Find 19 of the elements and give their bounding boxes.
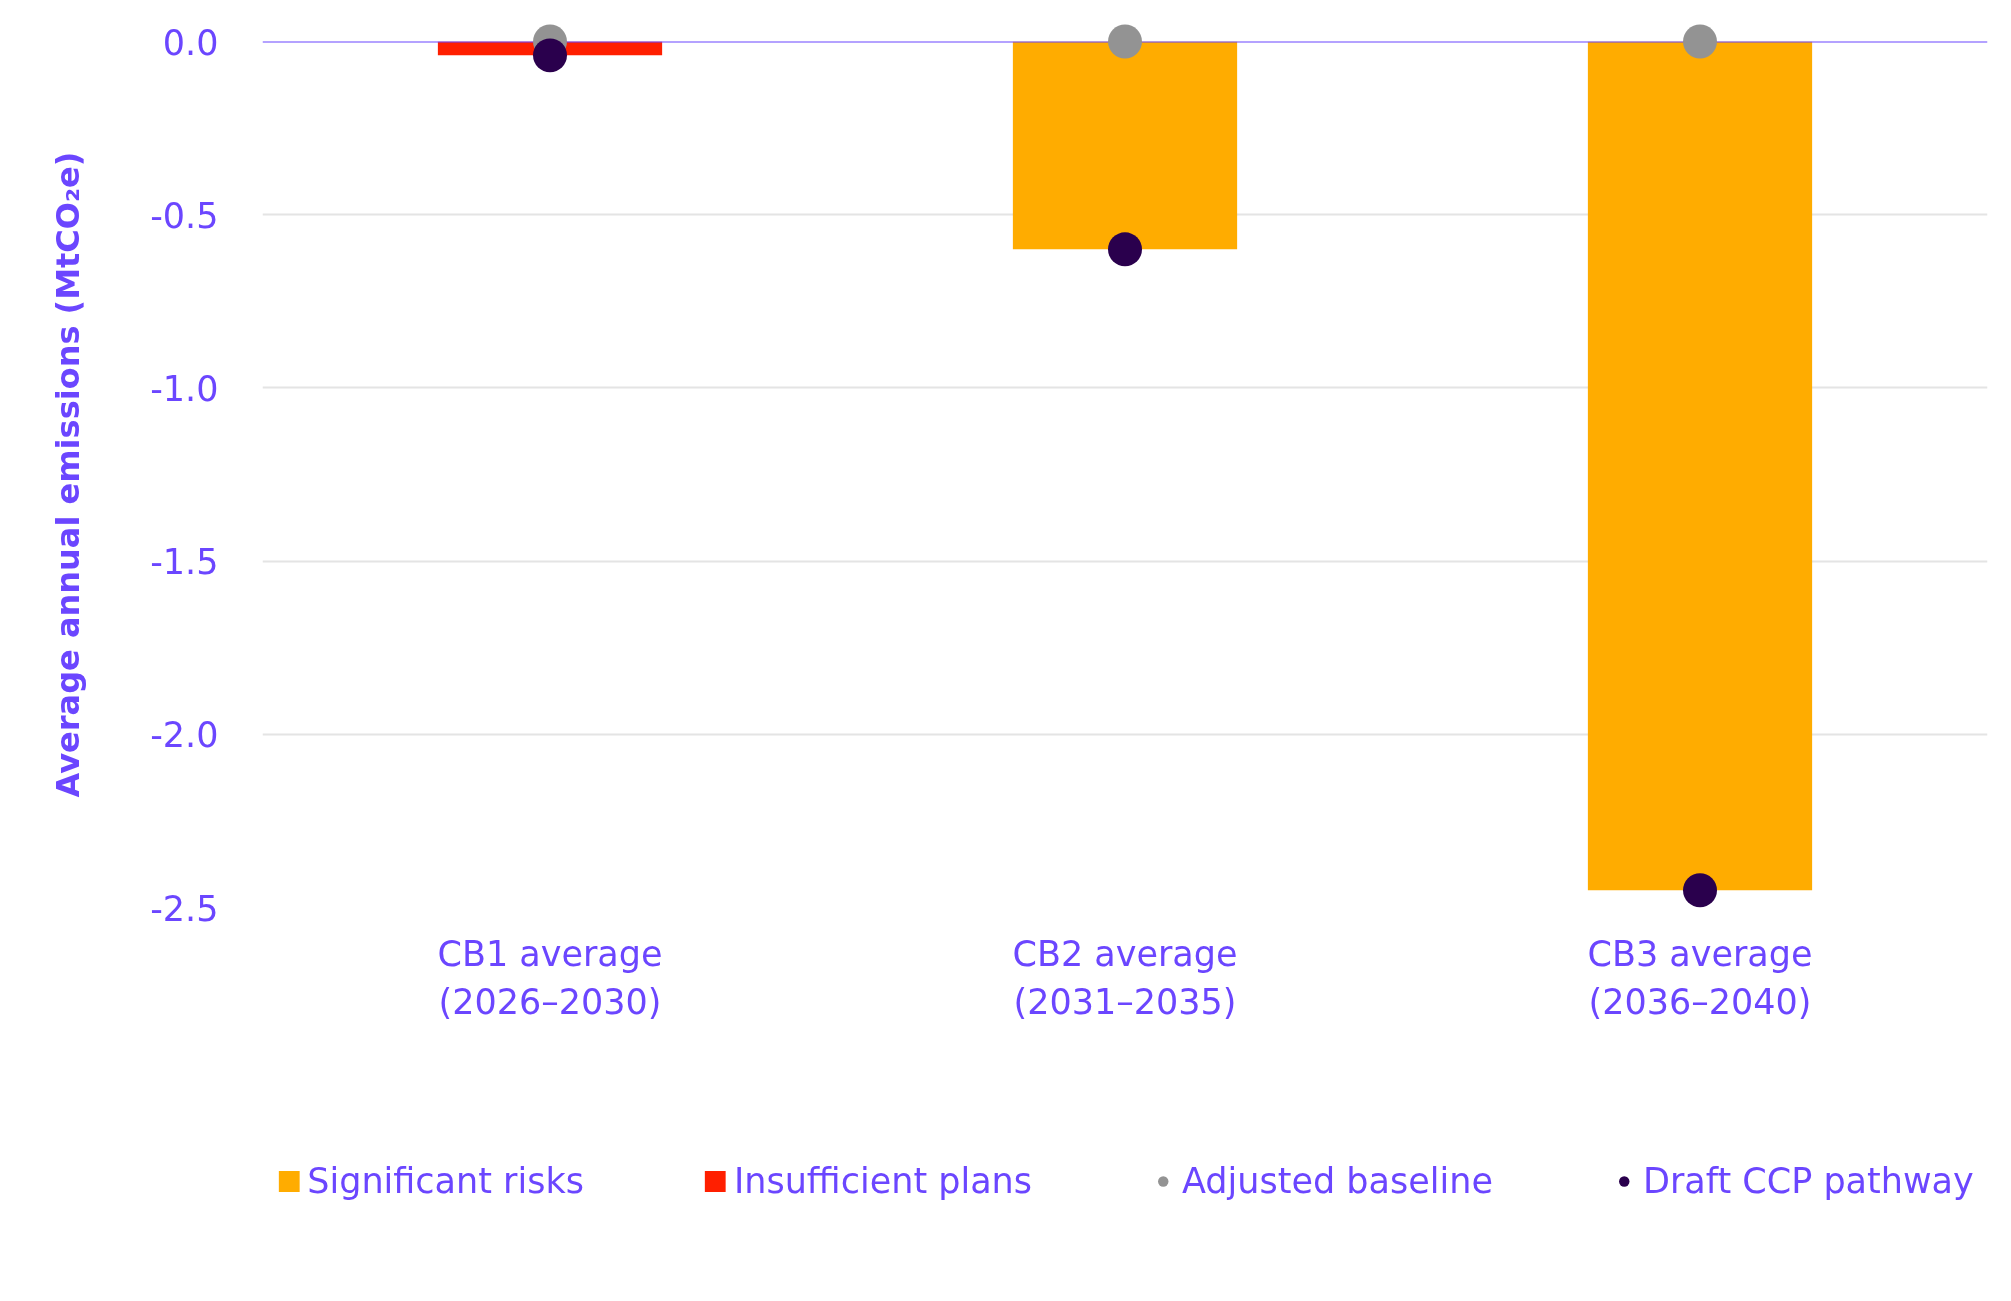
x-tick-label: CB1 average (2026–2030) — [437, 933, 663, 1022]
y-tick-label: -1.5 — [150, 542, 219, 583]
y-tick-label: -0.5 — [150, 195, 219, 236]
point — [1108, 232, 1142, 267]
legend-label: Significant risks — [307, 1161, 584, 1201]
y-axis-title: Average annual emissions (MtCO₂e) — [49, 151, 88, 798]
legend-label: Insufficient plans — [733, 1161, 1033, 1201]
y-tick-label: 0.0 — [162, 22, 219, 63]
point — [1683, 873, 1717, 908]
legend-label: Draft CCP pathway — [1642, 1161, 1974, 1201]
point — [1108, 24, 1142, 59]
x-tick-label: CB2 average (2031–2035) — [1012, 933, 1238, 1022]
point — [533, 38, 567, 73]
legend-label: Adjusted baseline — [1182, 1161, 1493, 1201]
y-tick-label: -1.0 — [150, 368, 219, 409]
y-tick-label: -2.5 — [150, 888, 219, 929]
x-tick-label: CB3 average (2036–2040) — [1587, 933, 1813, 1022]
y-tick-label: -2.0 — [150, 715, 219, 756]
point — [1683, 24, 1717, 59]
